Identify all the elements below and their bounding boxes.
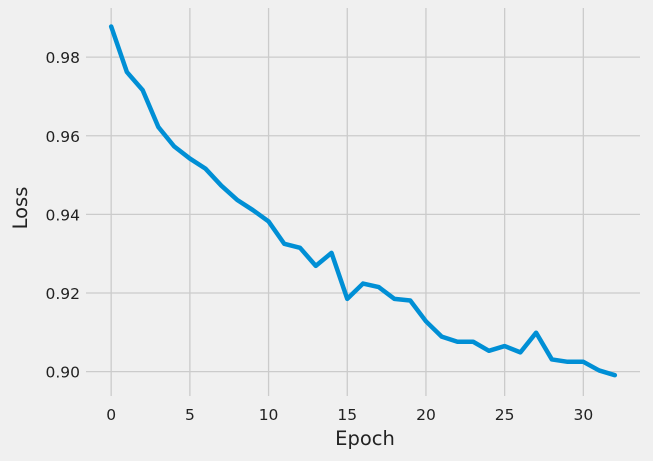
- x-tick-label: 20: [416, 406, 436, 424]
- y-tick-label: 0.98: [45, 49, 80, 67]
- series-layer: [108, 24, 618, 378]
- y-tick-label: 0.90: [45, 364, 80, 382]
- y-tick-label: 0.94: [45, 206, 80, 224]
- x-tick-label: 0: [106, 406, 116, 424]
- y-axis-label: Loss: [9, 187, 32, 230]
- x-tick-label: 5: [185, 406, 195, 424]
- x-tick-label: 30: [573, 406, 593, 424]
- y-axis-ticks: 0.90 0.92 0.94 0.96 0.98: [45, 49, 80, 381]
- x-axis-ticks: 0 5 10 15 20 25 30: [106, 406, 593, 424]
- x-tick-label: 15: [337, 406, 357, 424]
- x-tick-label: 10: [259, 406, 279, 424]
- x-axis-label: Epoch: [335, 427, 395, 450]
- x-tick-label: 25: [495, 406, 515, 424]
- y-tick-label: 0.96: [45, 128, 80, 146]
- y-tick-label: 0.92: [45, 285, 80, 303]
- loss-series-line: [108, 24, 618, 378]
- grid-lines: [86, 8, 640, 396]
